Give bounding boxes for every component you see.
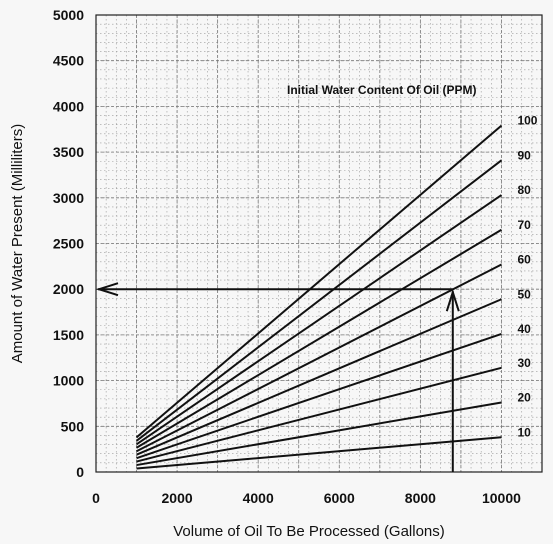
series-line-70 <box>136 228 502 449</box>
series-line-60 <box>136 263 502 453</box>
legend-title: Initial Water Content Of Oil (PPM) <box>287 83 477 97</box>
series-line-30 <box>136 366 502 463</box>
y-tick-label: 2500 <box>53 236 84 252</box>
y-tick-label: 3500 <box>53 144 84 160</box>
x-tick-label: 8000 <box>405 490 436 506</box>
x-tick-label: 0 <box>92 490 100 506</box>
series-label-60: 60 <box>517 253 531 267</box>
y-tick-label: 2000 <box>53 281 84 297</box>
series-label-100: 100 <box>517 114 537 128</box>
series-lines <box>135 124 503 470</box>
x-axis-label: Volume of Oil To Be Processed (Gallons) <box>173 523 445 540</box>
x-tick-label: 2000 <box>162 490 193 506</box>
series-label-40: 40 <box>517 322 531 336</box>
series-label-20: 20 <box>517 391 531 405</box>
series-label-80: 80 <box>517 183 531 197</box>
x-tick-label: 6000 <box>324 490 355 506</box>
series-line-90 <box>135 159 503 442</box>
series-line-100 <box>135 124 503 439</box>
series-line-50 <box>136 298 502 456</box>
y-tick-label: 0 <box>76 464 84 480</box>
x-tick-label: 4000 <box>243 490 274 506</box>
y-tick-labels: 0 500 1000 1500 2000 2500 3000 3500 4000 4500 5000 <box>53 7 84 480</box>
y-tick-label: 5000 <box>53 7 84 23</box>
series-line-80 <box>135 194 503 446</box>
y-tick-label: 4000 <box>53 98 84 114</box>
series-line-20 <box>136 401 502 467</box>
x-tick-labels: 0 2000 4000 6000 8000 10000 <box>92 490 521 506</box>
y-tick-label: 1000 <box>53 373 84 389</box>
y-tick-label: 3000 <box>53 190 84 206</box>
y-tick-label: 500 <box>61 418 85 434</box>
series-label-50: 50 <box>517 287 531 301</box>
vertical-arrow-head <box>445 288 460 312</box>
y-axis-label: Amount of Water Present (Milliliters) <box>9 124 26 364</box>
series-line-40 <box>136 333 502 460</box>
x-tick-label: 10000 <box>482 490 521 506</box>
series-line-10 <box>136 436 502 470</box>
series-label-30: 30 <box>517 356 531 370</box>
series-labels: 10 20 30 40 50 60 70 80 90 100 <box>517 114 537 440</box>
series-label-70: 70 <box>517 218 531 232</box>
annotation-arrows <box>95 282 460 472</box>
series-label-10: 10 <box>517 425 531 439</box>
y-tick-label: 1500 <box>53 327 84 343</box>
series-label-90: 90 <box>517 148 531 162</box>
horizontal-arrow-head <box>95 282 119 297</box>
y-tick-label: 4500 <box>53 53 84 69</box>
plot-frame <box>95 14 543 473</box>
